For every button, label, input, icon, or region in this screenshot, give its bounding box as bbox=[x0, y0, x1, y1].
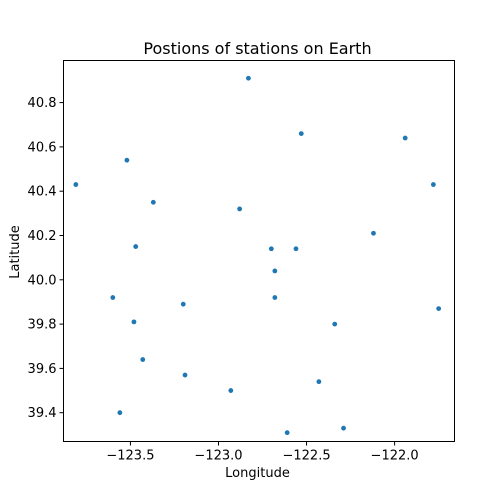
station-point bbox=[371, 230, 376, 236]
station-point bbox=[293, 246, 299, 252]
y-tick-label: 40.0 bbox=[28, 273, 57, 288]
station-point bbox=[316, 379, 322, 385]
station-point bbox=[228, 388, 234, 393]
y-tick-label: 39.4 bbox=[28, 406, 57, 421]
y-tick-label: 40.4 bbox=[28, 185, 57, 200]
station-point bbox=[133, 244, 139, 249]
y-tick-label: 40.2 bbox=[28, 229, 57, 244]
station-point bbox=[246, 75, 251, 81]
y-tick-label: 39.8 bbox=[28, 318, 57, 333]
station-point bbox=[430, 182, 436, 187]
y-tick-label: 40.6 bbox=[28, 140, 57, 155]
plot-area-frame bbox=[63, 60, 455, 442]
axis-ticks: −123.5 −123.0 −122.5 −122.0 39.4 39.6 39.8 40.0… bbox=[28, 96, 419, 463]
station-point bbox=[298, 131, 304, 136]
x-tick-label: −122.5 bbox=[282, 449, 330, 464]
y-tick-label: 40.8 bbox=[28, 96, 57, 111]
station-point bbox=[140, 357, 146, 362]
x-tick-label: −123.5 bbox=[106, 449, 154, 464]
x-tick-label: −122.0 bbox=[371, 449, 419, 464]
data-points bbox=[73, 75, 442, 436]
chart-title: Postions of stations on Earth bbox=[143, 39, 371, 58]
y-axis-label: Latitude bbox=[8, 225, 23, 279]
station-point bbox=[268, 246, 274, 252]
station-point bbox=[402, 135, 408, 141]
station-point bbox=[180, 301, 186, 307]
station-point bbox=[73, 182, 79, 187]
y-tick-label: 39.6 bbox=[28, 362, 57, 377]
station-point bbox=[284, 430, 290, 436]
x-axis-label: Longitude bbox=[225, 466, 290, 481]
station-point bbox=[131, 319, 137, 325]
station-point bbox=[117, 410, 123, 416]
x-tick-label: −123.0 bbox=[194, 449, 242, 464]
station-point bbox=[110, 295, 116, 300]
station-point bbox=[237, 206, 243, 212]
station-point bbox=[182, 372, 188, 378]
station-point bbox=[272, 268, 278, 274]
station-point bbox=[150, 199, 156, 205]
station-point bbox=[436, 306, 442, 311]
station-point bbox=[272, 295, 278, 300]
station-point bbox=[124, 157, 130, 163]
station-point bbox=[332, 321, 338, 327]
station-point bbox=[341, 425, 346, 431]
